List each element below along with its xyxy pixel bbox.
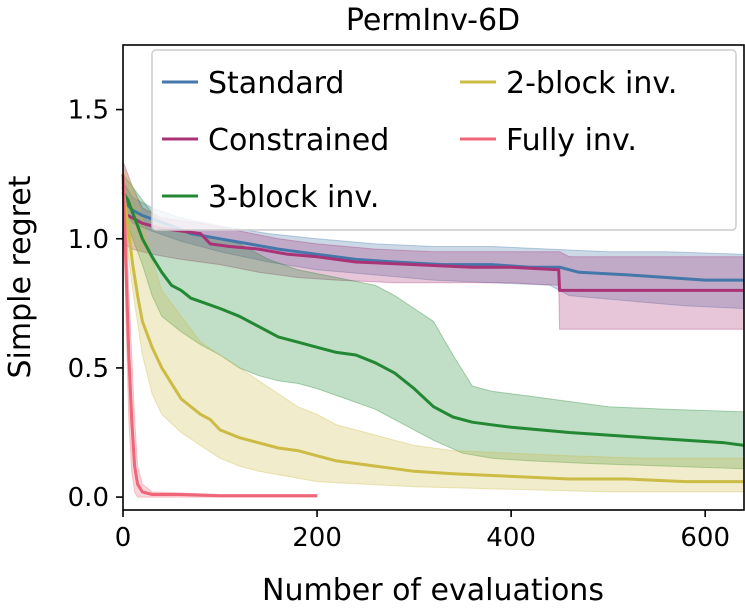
legend-label-standard: Standard — [208, 66, 344, 101]
legend-label-constrained: Constrained — [208, 123, 389, 158]
x-tick-label: 0 — [115, 523, 132, 553]
2-block-inv-band — [122, 166, 745, 493]
standard-line — [121, 191, 744, 282]
legend-label-3-block-inv: 3-block inv. — [208, 180, 379, 215]
chart-title: PermInv-6D — [346, 3, 520, 38]
series-lines — [121, 174, 745, 498]
y-tick-label: 1.5 — [68, 96, 109, 126]
x-tick-label: 400 — [486, 523, 536, 553]
y-tick-label: 0.5 — [68, 354, 109, 384]
x-axis-label: Number of evaluations — [262, 573, 604, 608]
fully-inv-line — [121, 174, 318, 498]
legend-label-2-block-inv: 2-block inv. — [506, 66, 677, 101]
x-tick-label: 600 — [680, 523, 730, 553]
y-axis-ticks: 0.0 0.5 1.0 1.5 — [68, 96, 123, 513]
legend-frame — [151, 49, 737, 231]
y-axis-label: Simple regret — [3, 175, 38, 378]
y-tick-label: 0.0 — [68, 483, 109, 513]
legend-label-fully-inv: Fully inv. — [506, 123, 637, 158]
3-block-inv-line — [121, 191, 745, 447]
standard-band — [122, 180, 745, 310]
x-tick-label: 200 — [292, 523, 342, 553]
plot-frame — [122, 44, 745, 511]
y-tick-label: 1.0 — [68, 225, 109, 255]
legend: Standard Constrained 3-block inv. 2-block i… — [151, 49, 737, 231]
x-axis-ticks: 0 200 400 600 — [115, 510, 730, 553]
2-block-inv-line — [121, 186, 744, 484]
